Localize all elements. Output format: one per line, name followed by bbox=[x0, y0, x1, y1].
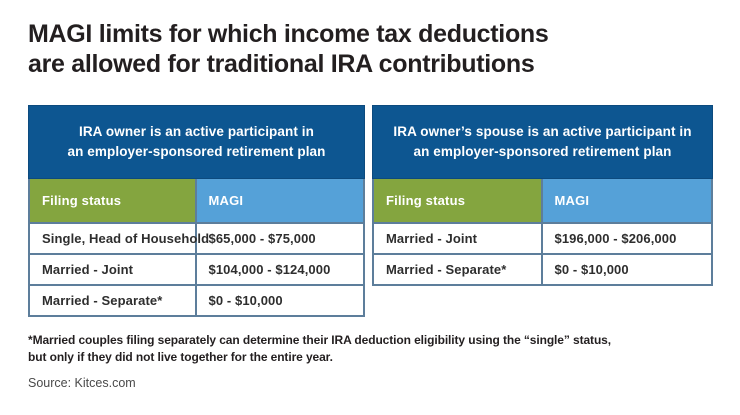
ira-owner-table-header-band: IRA owner is an active participant in an… bbox=[28, 105, 365, 179]
column-header-magi: MAGI bbox=[542, 179, 711, 222]
band-line2: an employer-sponsored retirement plan bbox=[413, 144, 672, 159]
filing-status-cell: Single, Head of Household bbox=[30, 224, 209, 253]
column-header-row: Filing status MAGI bbox=[30, 179, 363, 222]
tables-container: IRA owner is an active participant in an… bbox=[28, 105, 713, 317]
ira-owner-table-grid: Filing status MAGI Single, Head of House… bbox=[28, 179, 365, 317]
magi-cell: $104,000 - $124,000 bbox=[208, 262, 331, 277]
page-title: MAGI limits for which income tax deducti… bbox=[28, 19, 549, 79]
column-header-row: Filing status MAGI bbox=[374, 179, 711, 222]
filing-status-cell: Married - Separate* bbox=[374, 255, 543, 284]
magi-cell: $65,000 - $75,000 bbox=[208, 231, 316, 246]
filing-status-cell: Married - Joint bbox=[374, 224, 543, 253]
page-title-line2: are allowed for traditional IRA contribu… bbox=[28, 50, 535, 78]
source-attribution: Source: Kitces.com bbox=[28, 376, 136, 390]
filing-status-cell: Married - Separate* bbox=[30, 286, 197, 315]
footnote-line1: *Married couples filing separately can d… bbox=[28, 333, 611, 347]
table-row: Married - Separate* $0 - $10,000 bbox=[30, 284, 363, 315]
footnote: *Married couples filing separately can d… bbox=[28, 332, 683, 366]
column-header-filing-status: Filing status bbox=[30, 179, 197, 222]
table-row: Married - Joint $104,000 - $124,000 bbox=[30, 253, 363, 284]
band-line1: IRA owner is an active participant in bbox=[78, 124, 314, 139]
page-title-line1: MAGI limits for which income tax deducti… bbox=[28, 20, 549, 48]
filing-status-cell: Married - Joint bbox=[30, 255, 197, 284]
magi-cell: $0 - $10,000 bbox=[208, 293, 283, 308]
ira-owner-table: IRA owner is an active participant in an… bbox=[28, 105, 365, 317]
footnote-line2: but only if they did not live together f… bbox=[28, 350, 333, 364]
magi-cell: $196,000 - $206,000 bbox=[554, 231, 677, 246]
ira-spouse-table-header-band: IRA owner’s spouse is an active particip… bbox=[372, 105, 713, 179]
table-row: Married - Joint $196,000 - $206,000 bbox=[374, 222, 711, 253]
column-header-filing-status: Filing status bbox=[374, 179, 543, 222]
band-line2: an employer-sponsored retirement plan bbox=[67, 144, 326, 159]
column-header-magi: MAGI bbox=[196, 179, 363, 222]
ira-spouse-table: IRA owner’s spouse is an active particip… bbox=[372, 105, 713, 317]
ira-spouse-table-grid: Filing status MAGI Married - Joint $196,… bbox=[372, 179, 713, 286]
band-line1: IRA owner’s spouse is an active particip… bbox=[393, 124, 692, 139]
table-row: Single, Head of Household $65,000 - $75,… bbox=[30, 222, 363, 253]
table-row: Married - Separate* $0 - $10,000 bbox=[374, 253, 711, 284]
magi-cell: $0 - $10,000 bbox=[554, 262, 629, 277]
